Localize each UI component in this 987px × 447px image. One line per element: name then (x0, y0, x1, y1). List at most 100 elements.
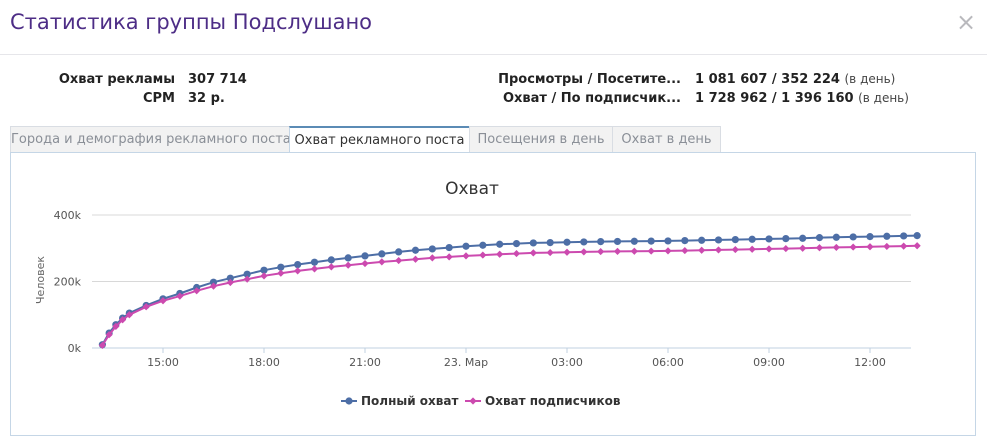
data-point (748, 245, 756, 253)
stat-reach-row: Охват рекламы 307 714 (0, 70, 310, 89)
x-tick-label: 21:00 (349, 356, 381, 369)
data-point (462, 242, 470, 250)
data-point (630, 247, 638, 255)
stat-views-row: Просмотры / Посетите... 1 081 607 / 352 … (470, 70, 987, 89)
series-line (101, 244, 918, 346)
stat-views-note: (в день) (844, 72, 896, 86)
data-point (243, 270, 251, 278)
data-point (209, 278, 218, 286)
x-tick-label: 09:00 (753, 356, 785, 369)
legend-marker (345, 397, 353, 405)
data-point (832, 233, 840, 241)
x-tick-label: 15:00 (147, 356, 179, 369)
data-point (361, 259, 369, 268)
stat-cpm-label: CPM (142, 91, 175, 106)
tab-cities-demography[interactable]: Города и демография рекламного поста (10, 126, 291, 152)
data-point (913, 242, 921, 250)
data-point (260, 266, 268, 274)
data-point (866, 243, 874, 251)
data-point (496, 240, 504, 248)
data-point (105, 331, 113, 339)
stat-reach-value: 307 714 (188, 72, 247, 87)
data-point (799, 234, 807, 242)
data-point (462, 252, 470, 260)
data-point (378, 250, 386, 258)
y-tick-label: 0k (68, 342, 82, 355)
data-point (395, 248, 403, 256)
x-tick-label: 12:00 (854, 356, 886, 369)
data-point (580, 238, 588, 246)
stat-views-value-group: 1 081 607 / 352 224 (в день) (695, 70, 895, 89)
data-point (748, 235, 756, 243)
data-point (832, 243, 840, 252)
tab-ad-post-reach[interactable]: Охват рекламного поста (289, 126, 470, 154)
data-point (260, 272, 268, 280)
data-point (563, 248, 571, 256)
data-point (849, 233, 857, 241)
window-title: Статистика группы Подслушано (10, 10, 373, 34)
data-point (563, 238, 571, 246)
data-point (815, 234, 824, 242)
window-header: Статистика группы Подслушано × (0, 0, 987, 55)
stat-views-label: Просмотры / Посетите... (498, 72, 681, 87)
series-line (101, 234, 918, 346)
stat-coverage-value: 1 728 962 / 1 396 160 (695, 91, 854, 106)
data-point (344, 261, 352, 269)
x-tick-label: 23. Мар (444, 356, 488, 369)
data-point (580, 248, 588, 256)
tab-reach-per-day[interactable]: Охват в день (612, 126, 721, 152)
stat-cpm-row: CPM 32 р. (0, 89, 310, 108)
close-icon[interactable]: × (955, 8, 977, 36)
data-point (913, 232, 921, 240)
data-point (411, 255, 420, 263)
x-tick-label: 03:00 (551, 356, 583, 369)
data-point (597, 247, 605, 256)
x-tick-label: 06:00 (652, 356, 684, 369)
stats-left: Охват рекламы 307 714 CPM 32 р. (0, 70, 310, 108)
chart-panel: Охват 0k 200k 400k 15:00 18:00 21:00 23. Мар 0… (10, 152, 976, 436)
data-point (428, 254, 436, 262)
y-tick-label: 200k (54, 276, 82, 289)
data-point (445, 243, 453, 252)
legend-label: Охват подписчиков (485, 394, 621, 408)
data-point (277, 269, 285, 277)
data-point (327, 256, 335, 264)
data-point (119, 316, 127, 324)
y-axis-title: Человек (34, 256, 47, 304)
data-point (445, 253, 453, 261)
data-point (428, 245, 436, 253)
data-point (479, 251, 487, 259)
data-point (698, 246, 706, 254)
data-point (310, 265, 319, 273)
legend-marker (469, 397, 477, 405)
data-point (597, 238, 605, 246)
data-point (849, 243, 857, 251)
stat-reach-label: Охват рекламы (58, 72, 175, 87)
y-tick-label: 400k (54, 209, 82, 222)
data-point (546, 248, 554, 257)
data-point (529, 239, 537, 247)
stat-cpm-value: 32 р. (188, 91, 225, 106)
stats-right: Просмотры / Посетите... 1 081 607 / 352 … (470, 70, 987, 108)
data-point (344, 254, 352, 262)
data-point (883, 242, 891, 251)
data-point (613, 247, 622, 256)
tab-visits-per-day[interactable]: Посещения в день (469, 126, 613, 152)
data-point (900, 232, 908, 240)
stat-coverage-note: (в день) (858, 91, 909, 105)
data-point (378, 258, 386, 266)
data-point (664, 247, 672, 255)
data-point (529, 249, 537, 257)
data-point (782, 244, 790, 253)
data-point (900, 242, 908, 250)
data-point (512, 239, 521, 248)
stat-coverage-row: Охват / По подписчик... 1 728 962 / 1 39… (470, 89, 987, 108)
legend-label: Полный охват (361, 394, 458, 408)
data-point (883, 232, 891, 240)
data-point (681, 246, 689, 255)
data-point (613, 237, 622, 246)
data-point (866, 233, 874, 241)
data-point (765, 245, 773, 253)
stat-views-value: 1 081 607 / 352 224 (695, 72, 840, 87)
data-point (226, 278, 234, 287)
